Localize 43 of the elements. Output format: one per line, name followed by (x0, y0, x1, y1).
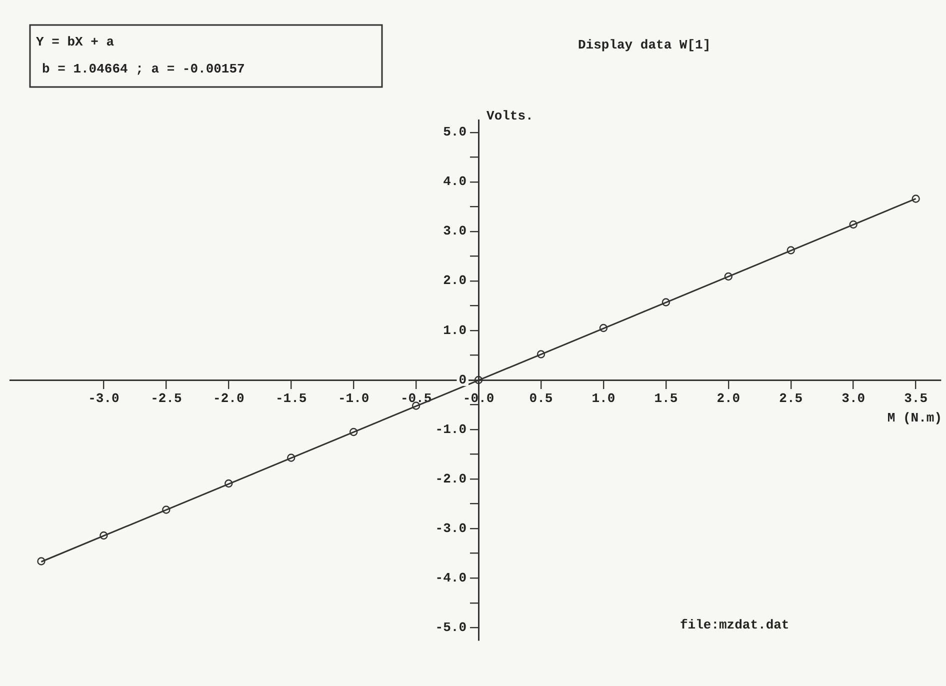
x-axis-title: M (N.m) (887, 410, 942, 426)
y-tick-label: -2.0 (435, 471, 467, 486)
point (599, 324, 608, 332)
x-tick-label: 0.5 (529, 391, 553, 406)
point (224, 479, 233, 488)
y-tick-label: -4.0 (435, 570, 467, 586)
point (37, 557, 46, 566)
chart-title: Display data W[1] (578, 37, 711, 52)
x-tick-label: -1.5 (276, 391, 307, 406)
annotation: file:mzdat.dat (680, 617, 790, 632)
text: Y = bX + a (36, 34, 114, 50)
y-axis-title: Volts. (486, 108, 534, 124)
point (912, 194, 920, 203)
point (724, 272, 733, 281)
x-tick-label: -2.0 (213, 391, 244, 406)
y-tick-label: -3.0 (435, 520, 467, 536)
x-tick-label: 2.5 (779, 391, 803, 406)
point (287, 454, 296, 462)
point (662, 298, 670, 306)
point (849, 220, 858, 229)
x-tick-label: 1.0 (592, 391, 616, 406)
point (100, 531, 108, 540)
x-tick-label: -1.0 (338, 391, 370, 406)
x-tick-label: -3.0 (88, 391, 120, 406)
point (349, 428, 358, 436)
point (474, 376, 483, 384)
x-tick-label: 2.0 (716, 391, 740, 406)
point (162, 506, 170, 514)
y-tick-label: 2.0 (443, 273, 467, 288)
x-tick-label: 3.5 (904, 391, 928, 406)
x-tick-label: 3.0 (842, 391, 866, 406)
point (536, 350, 546, 358)
point (786, 246, 795, 254)
x-tick-label: -2.5 (150, 391, 182, 406)
y-tick-label: 3.0 (443, 224, 467, 239)
y-tick-label: 5.0 (443, 124, 467, 140)
y-tick-label: -1.0 (435, 422, 467, 437)
y-tick-label: 0 (458, 372, 467, 388)
x-tick-label: 1.5 (654, 391, 678, 406)
y-tick-label: 1.0 (443, 322, 467, 338)
y-tick-label: -5.0 (435, 620, 467, 635)
y-tick-label: 4.0 (443, 174, 467, 190)
text: b = 1.04664 ; a = -0.00157 (42, 61, 245, 76)
